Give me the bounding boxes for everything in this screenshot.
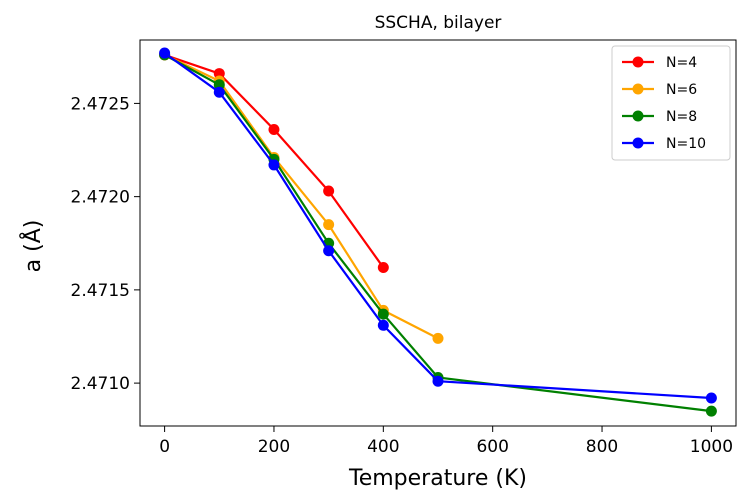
series-n10	[159, 47, 717, 404]
x-tick-label: 0	[159, 437, 170, 457]
series-n6	[159, 49, 444, 344]
plot-area	[139, 39, 737, 427]
data-point-n10	[377, 319, 389, 331]
data-point-n4	[323, 185, 335, 197]
x-tick-label: 200	[258, 437, 290, 457]
legend-label: N=6	[666, 82, 697, 98]
data-point-n10	[213, 86, 225, 98]
x-axis-label: Temperature (K)	[348, 466, 527, 491]
data-point-n8	[377, 308, 389, 320]
data-point-n6	[432, 332, 444, 344]
data-point-n6	[323, 219, 335, 231]
legend-marker	[632, 83, 644, 95]
data-point-n4	[377, 261, 389, 273]
x-tick-label: 400	[367, 437, 399, 457]
x-tick-label: 1000	[690, 437, 733, 457]
data-point-n8	[705, 405, 717, 417]
legend-label: N=8	[666, 109, 697, 125]
data-point-n10	[159, 47, 171, 59]
y-axis-label: a (Å)	[19, 220, 46, 273]
series-line-n6	[164, 53, 439, 340]
data-point-n10	[432, 375, 444, 387]
data-point-n10	[323, 245, 335, 257]
legend-label: N=10	[666, 136, 706, 152]
legend: N=4 N=6 N=8 N=10	[611, 45, 731, 161]
legend-marker	[632, 137, 644, 149]
y-tick-label: 2.4715	[71, 281, 130, 301]
chart-title: SSCHA, bilayer	[375, 13, 502, 33]
legend-marker	[632, 110, 644, 122]
data-point-n4	[268, 124, 280, 136]
x-tick-label: 600	[476, 437, 508, 457]
legend-label: N=4	[666, 55, 697, 71]
y-tick-label: 2.4710	[71, 374, 130, 394]
legend-marker	[632, 56, 644, 68]
x-tick-label: 800	[586, 437, 618, 457]
y-tick-label: 2.4725	[71, 94, 130, 114]
y-tick-label: 2.4720	[71, 188, 130, 208]
data-point-n10	[705, 392, 717, 404]
data-point-n10	[268, 159, 280, 171]
legend-box	[611, 45, 731, 161]
axis-ticks: 0 200 400 600 800 1000 2.4710 2.4715 2.4720 2.472…	[71, 94, 734, 457]
series-layer	[159, 47, 717, 417]
